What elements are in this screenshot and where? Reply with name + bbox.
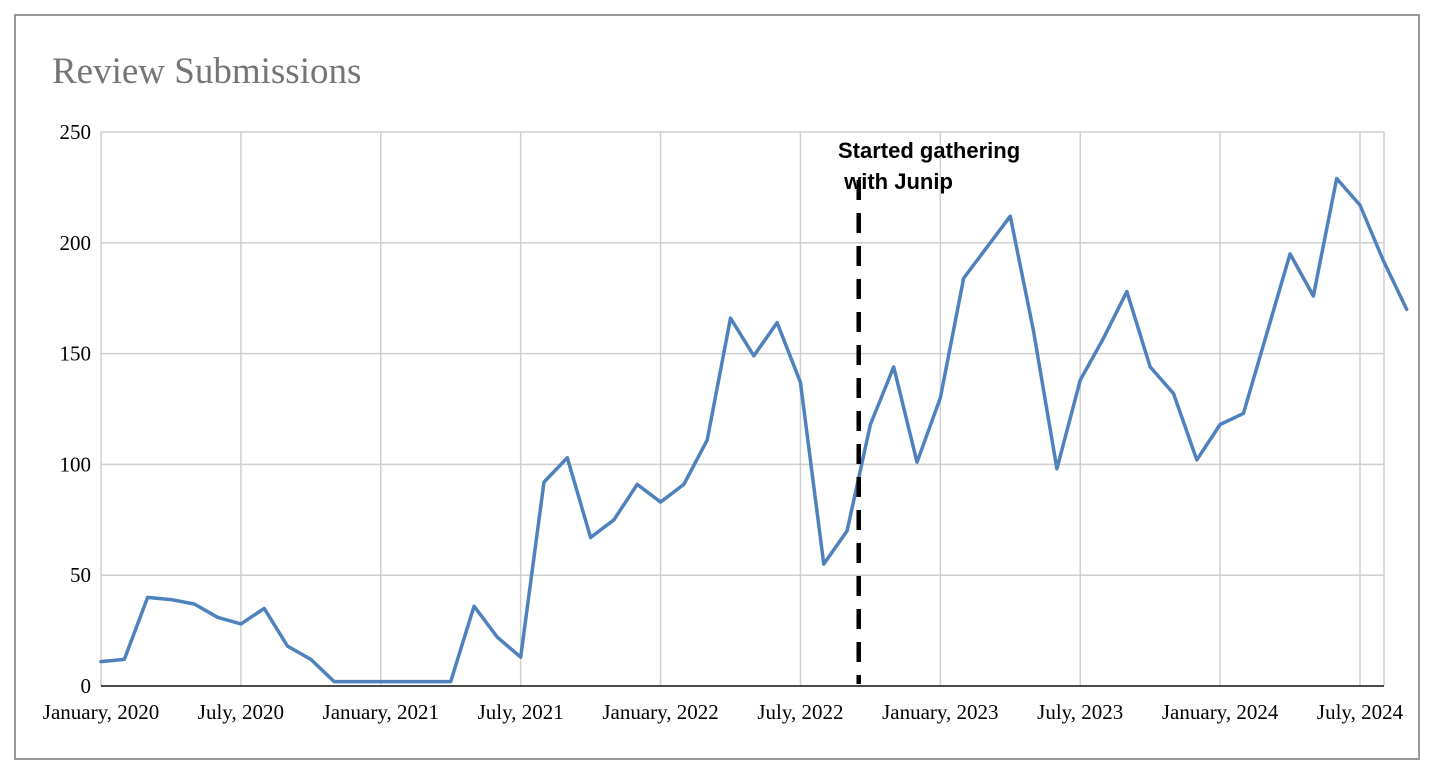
data-point bbox=[379, 680, 383, 684]
data-point bbox=[192, 602, 196, 606]
data-point bbox=[822, 562, 826, 566]
data-point bbox=[519, 655, 523, 659]
data-point bbox=[565, 456, 569, 460]
data-point bbox=[729, 316, 733, 320]
data-point bbox=[449, 680, 453, 684]
data-point bbox=[239, 622, 243, 626]
annotation-label-line2: with Junip bbox=[838, 169, 953, 194]
x-tick-label: January, 2022 bbox=[602, 700, 718, 724]
series-line bbox=[99, 176, 1409, 684]
grid-lines bbox=[100, 131, 1385, 686]
data-point bbox=[1265, 332, 1269, 336]
data-point bbox=[845, 529, 849, 533]
data-point bbox=[495, 635, 499, 639]
y-tick-label: 50 bbox=[70, 563, 91, 587]
x-tick-label: July, 2024 bbox=[1317, 700, 1404, 724]
data-point bbox=[542, 480, 546, 484]
data-point bbox=[99, 660, 103, 664]
data-point bbox=[1405, 307, 1409, 311]
data-point bbox=[146, 595, 150, 599]
x-tick-label: January, 2020 bbox=[43, 700, 159, 724]
x-tick-label: July, 2021 bbox=[478, 700, 564, 724]
data-point bbox=[1358, 203, 1362, 207]
data-point bbox=[309, 657, 313, 661]
y-tick-labels: 0 50 100 150 200 250 bbox=[60, 120, 92, 698]
data-point bbox=[752, 354, 756, 358]
data-point bbox=[985, 245, 989, 249]
data-point bbox=[612, 518, 616, 522]
y-tick-label: 250 bbox=[60, 120, 92, 144]
data-point bbox=[169, 598, 173, 602]
data-point bbox=[1032, 329, 1036, 333]
x-tick-labels: January, 2020 July, 2020 January, 2021 July… bbox=[43, 700, 1404, 724]
data-point bbox=[1102, 336, 1106, 340]
data-point bbox=[1335, 177, 1339, 181]
data-point bbox=[1241, 411, 1245, 415]
x-tick-label: July, 2023 bbox=[1037, 700, 1123, 724]
x-tick-label: July, 2020 bbox=[198, 700, 284, 724]
y-tick-label: 150 bbox=[60, 342, 92, 366]
data-point bbox=[892, 365, 896, 369]
data-point bbox=[1148, 365, 1152, 369]
x-tick-label: January, 2023 bbox=[882, 700, 998, 724]
data-point bbox=[355, 680, 359, 684]
data-point bbox=[262, 606, 266, 610]
x-tick-label: January, 2024 bbox=[1162, 700, 1279, 724]
data-point bbox=[775, 321, 779, 325]
data-point bbox=[589, 536, 593, 540]
series-group bbox=[99, 176, 1409, 684]
data-point bbox=[1125, 290, 1129, 294]
data-point bbox=[1195, 458, 1199, 462]
data-point bbox=[962, 276, 966, 280]
annotation-group: Started gathering with Junip bbox=[838, 138, 1020, 684]
chart-title: Review Submissions bbox=[52, 51, 362, 92]
data-point bbox=[1311, 294, 1315, 298]
data-point bbox=[1008, 214, 1012, 218]
data-point bbox=[915, 460, 919, 464]
y-tick-label: 0 bbox=[81, 674, 92, 698]
x-tick-label: January, 2021 bbox=[323, 700, 439, 724]
data-point bbox=[1055, 467, 1059, 471]
data-point bbox=[216, 615, 220, 619]
data-point bbox=[1078, 378, 1082, 382]
data-point bbox=[472, 604, 476, 608]
data-point bbox=[402, 680, 406, 684]
data-point bbox=[682, 482, 686, 486]
data-point bbox=[938, 396, 942, 400]
data-point bbox=[1288, 252, 1292, 256]
y-tick-label: 100 bbox=[60, 452, 92, 476]
data-point bbox=[286, 644, 290, 648]
data-point bbox=[425, 680, 429, 684]
annotation-label-line1: Started gathering bbox=[838, 138, 1020, 163]
data-point bbox=[1381, 259, 1385, 263]
data-point bbox=[332, 680, 336, 684]
data-point bbox=[705, 438, 709, 442]
data-point bbox=[122, 657, 126, 661]
y-tick-label: 200 bbox=[60, 231, 92, 255]
data-point bbox=[1171, 391, 1175, 395]
data-point bbox=[635, 482, 639, 486]
data-point bbox=[1218, 423, 1222, 427]
data-point bbox=[798, 380, 802, 384]
x-tick-label: July, 2022 bbox=[757, 700, 843, 724]
data-point bbox=[659, 500, 663, 504]
data-point bbox=[868, 423, 872, 427]
